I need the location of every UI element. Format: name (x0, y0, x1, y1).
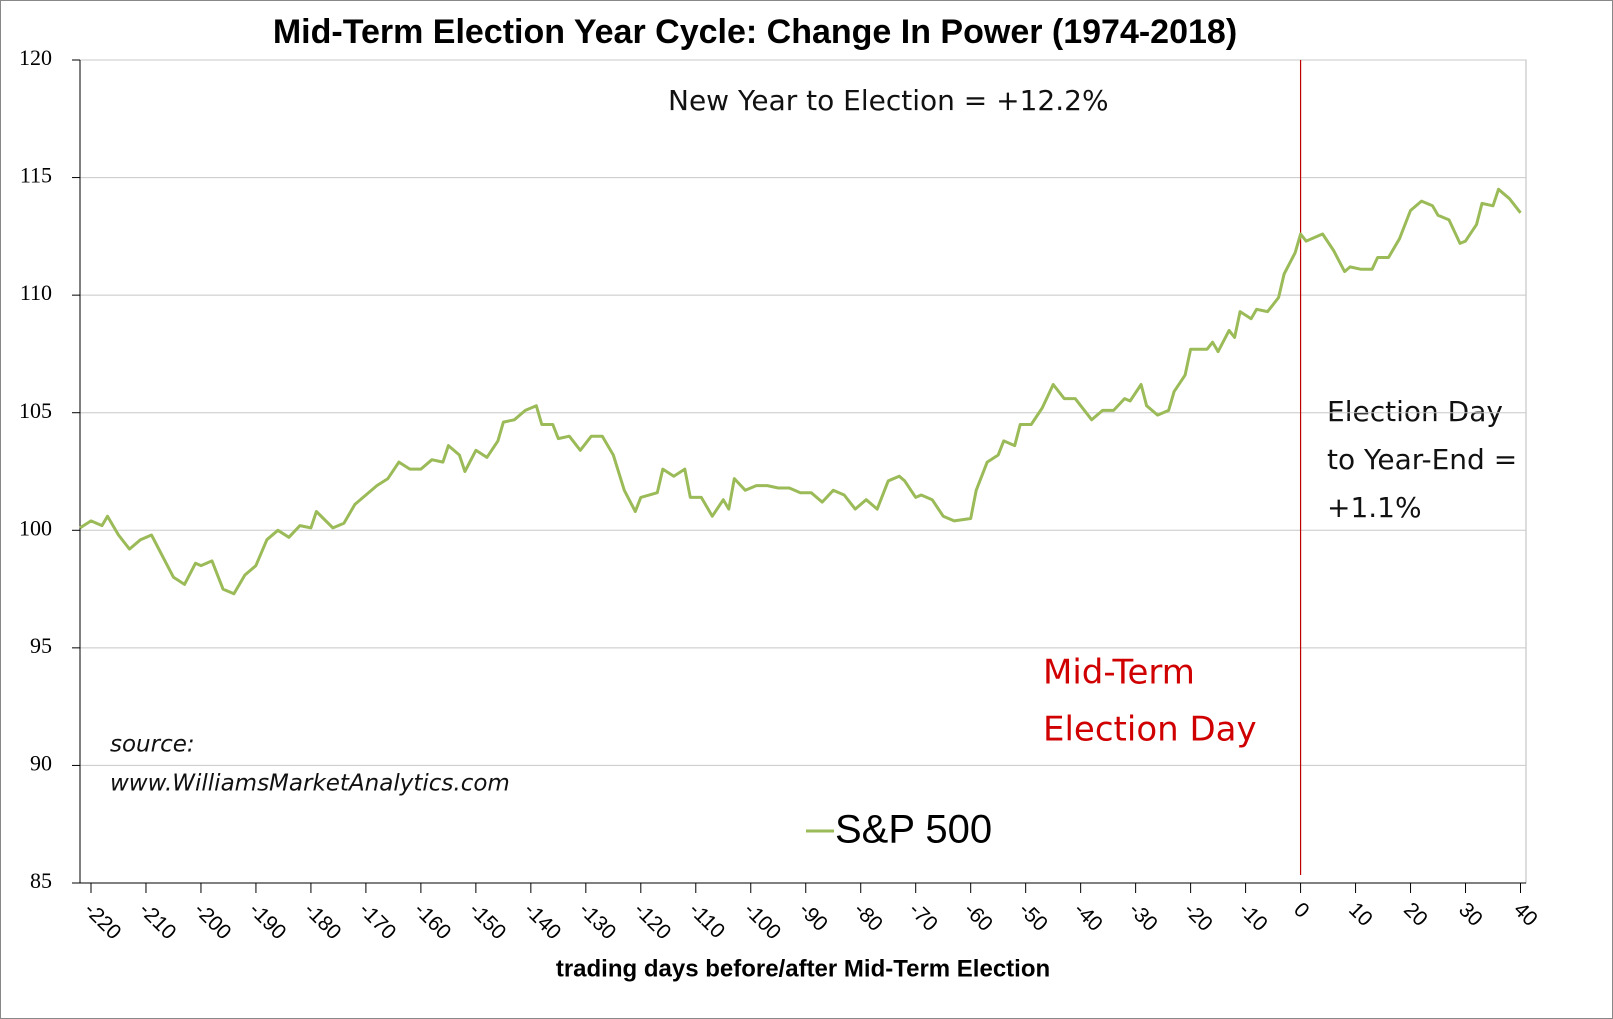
annotation: Election Day (1043, 710, 1257, 750)
y-tick-label: 95 (30, 633, 52, 658)
source: www.WilliamsMarketAnalytics.com (110, 771, 510, 797)
data-line (79, 187, 1522, 596)
source: source: (110, 732, 195, 758)
y-tick-label: 110 (20, 280, 52, 305)
chart-title: Mid-Term Election Year Cycle: Change In … (273, 13, 1237, 51)
annotation: Mid-Term (1043, 653, 1195, 693)
y-tick-label: 120 (19, 45, 52, 70)
annotation: +1.1% (1327, 491, 1422, 524)
x-axis-label: trading days before/after Mid-Term Elect… (556, 955, 1050, 982)
y-tick-label: 105 (19, 398, 52, 423)
annotation: to Year-End = (1327, 443, 1517, 476)
y-tick-label: 115 (20, 163, 52, 188)
y-tick-label: 85 (30, 868, 52, 893)
legend-label: S&P 500 (835, 808, 992, 852)
y-tick-label: 90 (30, 750, 52, 775)
y-tick-label: 100 (19, 515, 52, 540)
annotation: Election Day (1327, 395, 1503, 428)
annotation: New Year to Election = +12.2% (668, 84, 1109, 117)
